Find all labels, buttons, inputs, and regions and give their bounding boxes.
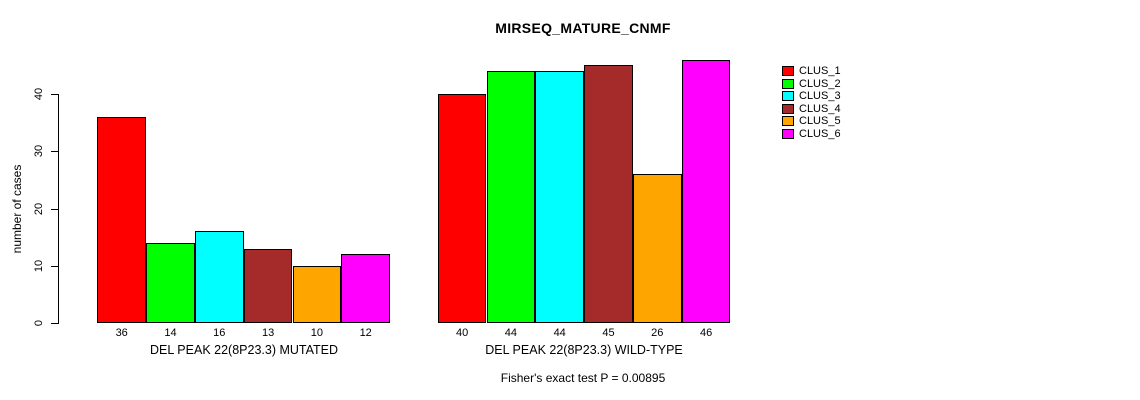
bar-value-label: 46 <box>699 327 713 339</box>
legend-label: CLUS_5 <box>799 115 841 128</box>
bar <box>243 248 293 323</box>
bar-value-label: 12 <box>359 327 372 339</box>
legend-swatch <box>782 91 794 102</box>
y-axis-tick-label: 30 <box>33 145 45 158</box>
bar <box>535 71 585 323</box>
y-axis-tick-label: 40 <box>33 87 45 101</box>
bar <box>681 59 731 323</box>
legend-label: CLUS_3 <box>799 90 841 103</box>
fisher-test-annotation: Fisher's exact test P = 0.00895 <box>500 371 666 385</box>
legend-swatch <box>782 78 794 89</box>
bar <box>584 65 633 323</box>
bar-value-label: 45 <box>602 327 615 339</box>
x-axis-label-wildtype: DEL PEAK 22(8P23.3) WILD-TYPE <box>485 343 683 357</box>
bar <box>437 94 487 323</box>
legend-item: CLUS_5 <box>782 115 841 128</box>
bar-value-label: 44 <box>504 327 518 339</box>
y-axis-tick-label: 20 <box>33 202 45 215</box>
bar <box>146 242 195 323</box>
y-axis-tick-label: 10 <box>33 259 45 272</box>
bar-value-label: 14 <box>164 327 177 339</box>
legend-label: CLUS_6 <box>799 127 841 140</box>
legend-swatch <box>782 66 794 76</box>
legend-item: CLUS_4 <box>782 102 841 115</box>
y-axis-tick <box>51 208 58 210</box>
legend: CLUS_1 CLUS_2 CLUS_3 CLUS_4 CLUS_5 CLUS_6 <box>782 66 841 142</box>
bar-value-label: 10 <box>310 327 324 339</box>
legend-label: CLUS_2 <box>799 77 841 90</box>
y-axis-tick <box>51 265 58 267</box>
y-axis-tick <box>51 151 58 153</box>
bar <box>341 254 391 323</box>
bar-value-label: 36 <box>115 327 128 339</box>
legend-item: CLUS_6 <box>782 127 841 140</box>
bar-value-label: 44 <box>553 327 566 339</box>
legend-item: CLUS_3 <box>782 90 841 103</box>
legend-swatch <box>782 128 794 139</box>
bar <box>97 116 147 323</box>
bar <box>292 265 342 323</box>
legend-item: CLUS_1 <box>782 65 841 77</box>
bar-value-label: 13 <box>261 327 275 339</box>
bar <box>486 71 536 323</box>
legend-item: CLUS_2 <box>782 77 841 90</box>
y-axis-label: number of cases <box>10 164 24 254</box>
legend-swatch <box>782 116 794 127</box>
bar-value-label: 40 <box>455 327 469 339</box>
y-axis-tick <box>51 323 58 324</box>
bar-value-label: 16 <box>213 327 226 339</box>
y-axis-tick-label: 0 <box>33 319 45 327</box>
legend-swatch <box>782 103 794 114</box>
y-axis-line <box>58 94 59 324</box>
chart-title: MIRSEQ_MATURE_CNMF <box>495 20 671 36</box>
x-axis-label-mutated: DEL PEAK 22(8P23.3) MUTATED <box>149 343 339 357</box>
bar <box>632 174 682 323</box>
bar-value-label: 26 <box>651 327 664 339</box>
y-axis-tick <box>51 94 58 95</box>
legend-label: CLUS_1 <box>799 65 841 77</box>
legend-label: CLUS_4 <box>799 102 841 115</box>
bar <box>194 231 244 323</box>
